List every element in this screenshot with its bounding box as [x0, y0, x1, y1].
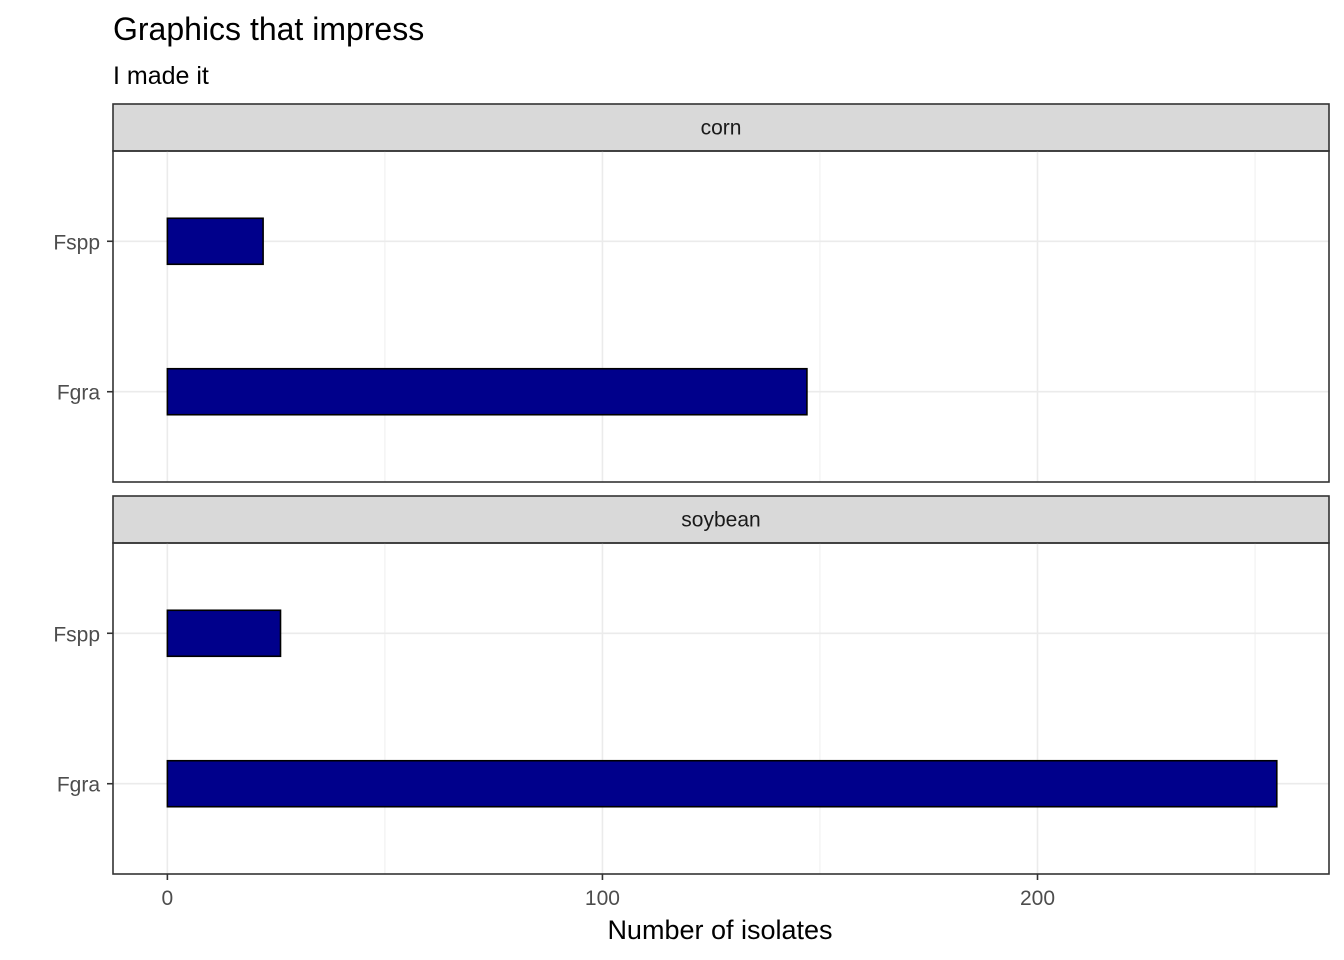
facet-panels: corn Fspp Fgra soybean Fspp Fgra	[53, 103, 1330, 875]
facet-corn: corn Fspp Fgra	[53, 103, 1330, 483]
facet-strip-label: soybean	[681, 509, 760, 532]
facet-strip	[112, 495, 1330, 544]
bar-soybean-Fgra	[166, 759, 1278, 808]
facet-strip	[112, 103, 1330, 152]
facet-soybean: soybean Fspp Fgra	[53, 495, 1330, 875]
x-axis-title: Number of isolates	[607, 915, 832, 945]
facet-strip-label: corn	[701, 117, 742, 140]
x-tick-label: 0	[162, 887, 174, 910]
x-tick-label: 200	[1020, 887, 1055, 910]
chart-title: Graphics that impress	[113, 11, 424, 47]
panel-border	[112, 150, 1330, 483]
x-tick-label: 100	[585, 887, 620, 910]
y-tick-label: Fspp	[53, 623, 100, 646]
y-tick-label: Fgra	[57, 774, 101, 797]
panel-border	[112, 542, 1330, 875]
bar-soybean-Fspp	[166, 609, 282, 658]
bar-corn-Fspp	[166, 217, 264, 266]
y-tick-label: Fgra	[57, 382, 101, 405]
x-axis: 0 100 200	[162, 874, 1055, 910]
bar-corn-Fgra	[166, 367, 808, 416]
chart-subtitle: I made it	[113, 62, 209, 90]
y-tick-label: Fspp	[53, 231, 100, 254]
